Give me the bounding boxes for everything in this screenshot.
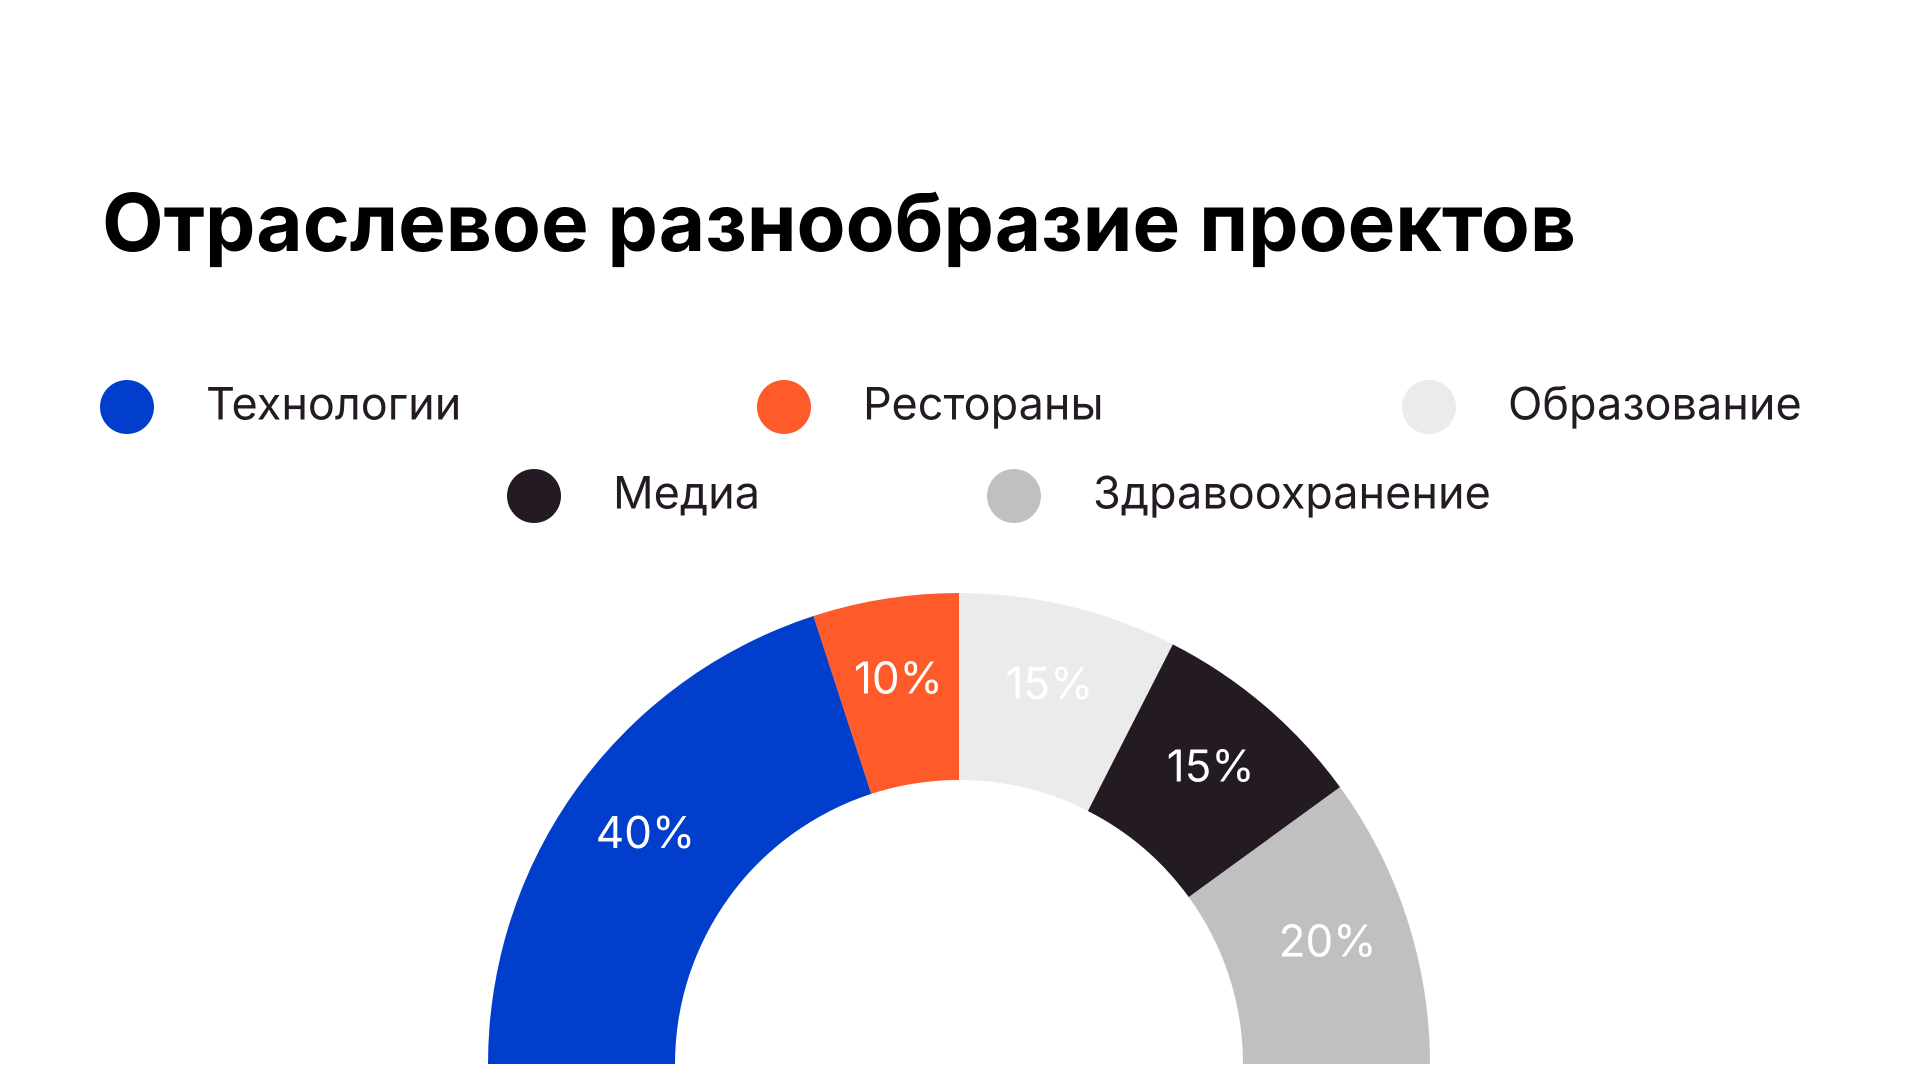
- chart-title: Отраслевое разнообразие проектов: [102, 174, 1576, 271]
- legend-label: Медиа: [613, 464, 760, 519]
- donut-segment: [959, 593, 1173, 811]
- legend-label: Технологии: [206, 375, 461, 430]
- legend-swatch: [757, 380, 811, 434]
- legend-swatch: [100, 380, 154, 434]
- legend-swatch: [1402, 380, 1456, 434]
- legend-swatch: [507, 469, 561, 523]
- donut-segment: [1087, 644, 1341, 898]
- value-label: 15%: [1167, 738, 1255, 792]
- value-label: 20%: [1279, 913, 1377, 967]
- donut-segment: [1188, 787, 1430, 1064]
- legend-label: Рестораны: [863, 375, 1104, 430]
- value-label: 15%: [1006, 656, 1094, 710]
- legend-label: Образование: [1508, 375, 1802, 430]
- donut-segment: [488, 616, 872, 1064]
- legend-label: Здравоохранение: [1093, 464, 1491, 519]
- value-label: 10%: [854, 650, 943, 704]
- donut-segment: [813, 593, 959, 794]
- value-label: 40%: [596, 805, 695, 859]
- legend-swatch: [987, 469, 1041, 523]
